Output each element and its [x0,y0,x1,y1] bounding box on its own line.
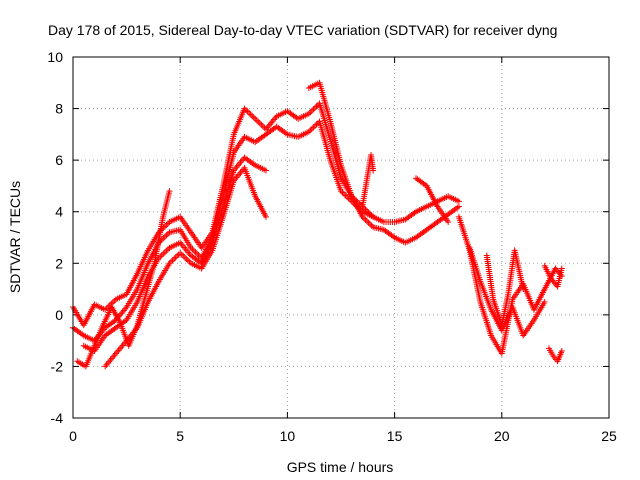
x-axis-label: GPS time / hours [287,459,394,475]
data-point-track-1 [310,106,317,113]
data-point-track-4 [180,252,187,259]
axis-ticks: 0 5 10 15 20 25 -4 -2 0 2 4 6 8 10 [47,49,617,444]
chart-title: Day 178 of 2015, Sidereal Day-to-day VTE… [48,22,557,38]
data-point-track-1 [247,111,254,118]
y-tick-label: 4 [55,204,63,220]
data-point-track-4 [172,254,179,261]
y-tick-label: 6 [55,152,63,168]
data-point-track-13 [558,265,565,272]
x-tick-label: 25 [601,428,617,444]
data-point-track-2 [311,122,318,129]
data-point-track-10 [541,298,548,305]
data-point-track-1 [250,114,257,121]
data-point-track-4 [174,252,181,259]
x-tick-label: 15 [387,428,403,444]
data-point-track-1 [367,221,374,228]
data-point-track-2 [313,121,320,128]
y-tick-label: 2 [55,255,63,271]
data-point-track-4 [168,258,175,265]
data-point-track-2 [341,191,348,198]
data-point-track-3 [160,250,167,257]
y-tick-label: -4 [51,410,64,426]
data-point-track-1 [364,218,371,225]
data-point-track-2 [194,250,201,257]
data-point-track-1 [258,121,265,128]
data-point-track-4 [183,255,190,262]
data-point-track-2 [308,125,315,132]
x-tick-label: 5 [176,428,184,444]
data-point-track-4 [169,257,176,264]
y-tick-label: -2 [51,358,64,374]
data-point-track-1 [244,108,251,115]
y-tick-label: 10 [47,49,63,65]
data-point-track-3 [161,249,168,256]
data-point-track-2 [342,192,349,199]
data-point-track-3 [158,252,165,259]
data-point-track-2 [310,124,317,131]
y-axis-label: SDTVAR / TECUs [7,181,23,293]
data-point-track-1 [311,104,318,111]
data-point-track-12 [558,347,565,354]
y-tick-label: 0 [55,307,63,323]
data-point-track-7 [370,167,377,174]
data-point-track-1 [253,117,260,124]
data-point-track-2 [192,249,199,256]
data-point-track-3 [157,253,164,260]
data-points [70,79,565,370]
data-point-track-1 [255,118,262,125]
plot-area-border [72,56,610,419]
data-point-track-1 [313,103,320,110]
data-point-track-3 [163,247,170,254]
data-point-track-4 [171,255,178,262]
data-point-track-1 [365,219,372,226]
data-point-track-1 [249,112,256,119]
y-tick-label: 8 [55,101,63,117]
data-point-track-1 [259,123,266,130]
data-point-track-2 [190,247,197,254]
x-tick-label: 20 [494,428,510,444]
data-point-track-11 [520,286,527,293]
data-point-track-4 [184,257,191,264]
data-point-track-1 [252,115,259,122]
data-point-track-8 [445,219,452,226]
x-tick-label: 10 [280,428,296,444]
data-point-track-4 [177,249,184,256]
data-point-track-1 [455,203,462,210]
data-point-track-2 [163,232,170,239]
data-point-track-3 [262,167,269,174]
data-point-track-2 [455,198,462,205]
data-point-track-5 [166,188,173,195]
data-point-track-1 [109,299,116,306]
data-point-track-4 [178,251,185,258]
data-point-track-1 [256,120,263,127]
data-point-track-6 [370,213,377,220]
grid [73,57,609,418]
data-point-track-1 [246,109,253,116]
data-point-track-1 [362,216,369,223]
data-point-track-2 [189,246,196,253]
data-point-track-4 [262,213,269,220]
data-point-track-4 [181,254,188,261]
x-tick-label: 0 [69,428,77,444]
